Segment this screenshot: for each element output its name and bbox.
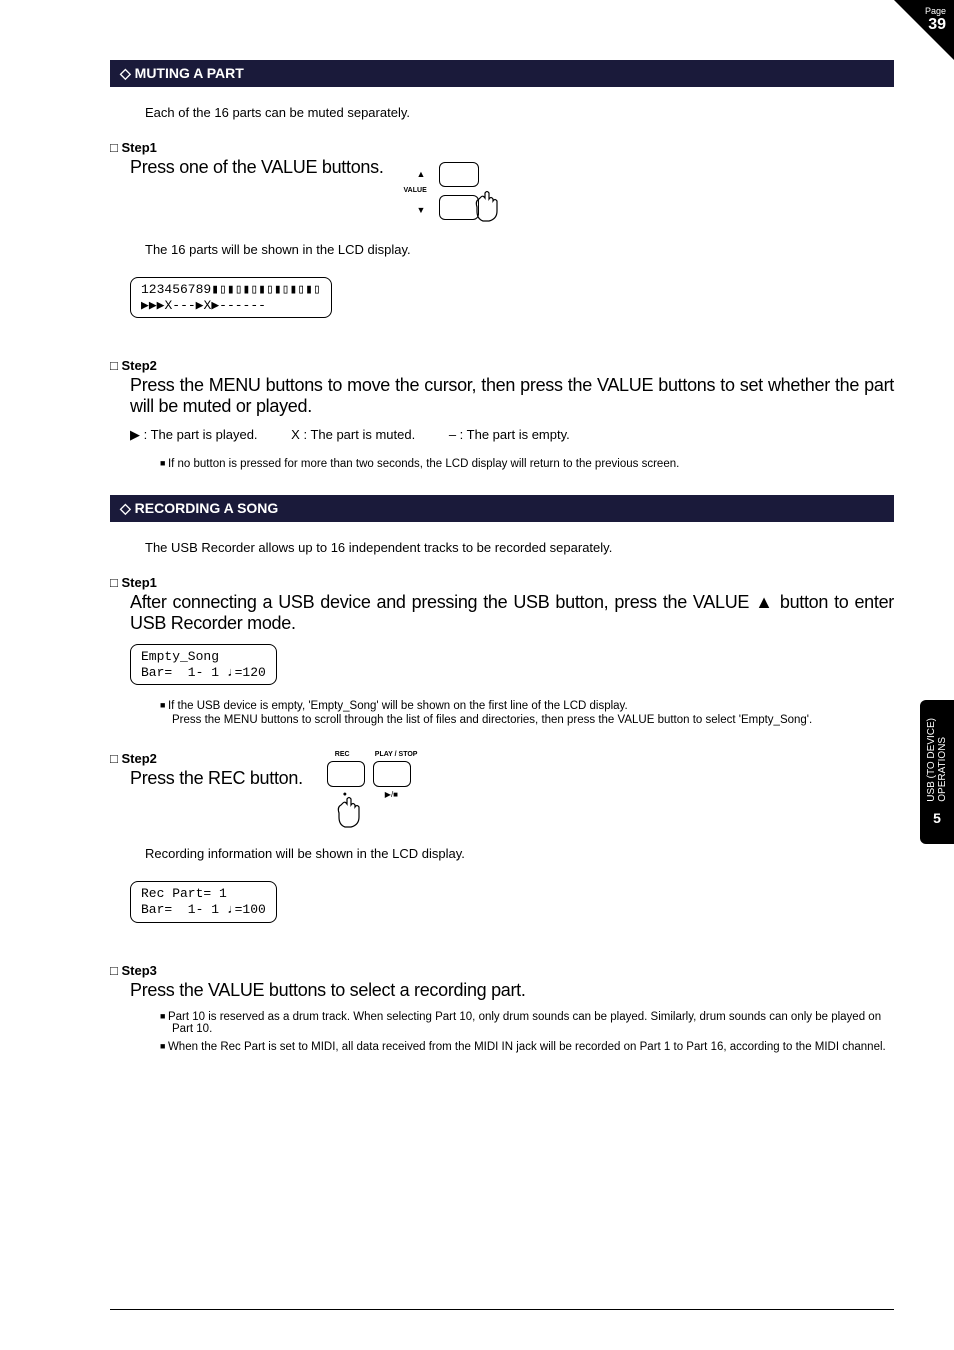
recording-step1: Step1 After connecting a USB device and … bbox=[110, 575, 894, 726]
step2-after: Recording information will be shown in t… bbox=[145, 846, 894, 861]
lcd-display: Empty_Song Bar= 1- 1 ♩=120 bbox=[130, 644, 277, 685]
recording-step2: Step2 Press the REC button. REC PLAY / S… bbox=[110, 751, 894, 937]
step-instruction: Press the MENU buttons to move the curso… bbox=[130, 375, 894, 417]
step-label: Step3 bbox=[110, 963, 894, 978]
step2-note: If no button is pressed for more than tw… bbox=[160, 458, 894, 470]
step1-after: The 16 parts will be shown in the LCD di… bbox=[145, 242, 894, 257]
hand-icon bbox=[331, 793, 371, 838]
lcd-display: 123456789▮▯▮▯▮▯▮▯▮▯▮▯▮▯ ▶▶▶X---▶X▶------ bbox=[130, 277, 332, 318]
rec-button-icon bbox=[327, 761, 365, 787]
section-muting-header: MUTING A PART bbox=[110, 60, 894, 87]
play-symbol-icon: ▶/■ bbox=[385, 790, 398, 799]
legend-play: ▶ : The part is played. bbox=[130, 427, 258, 442]
step-label: Step2 bbox=[110, 751, 303, 766]
muting-step1: Step1 Press one of the VALUE buttons. ▲ … bbox=[110, 140, 894, 333]
page-number-label: Page 39 bbox=[925, 6, 946, 34]
lcd-display: Rec Part= 1 Bar= 1- 1 ♩=100 bbox=[130, 881, 277, 922]
step1-note: If the USB device is empty, 'Empty_Song'… bbox=[160, 700, 894, 712]
step-label: Step1 bbox=[110, 140, 894, 155]
section-recording-title: RECORDING A SONG bbox=[135, 500, 279, 516]
value-up-button bbox=[439, 162, 479, 187]
step-instruction: Press one of the VALUE buttons. bbox=[130, 157, 384, 178]
side-tab-line2: OPERATIONS bbox=[937, 737, 948, 802]
play-label: PLAY / STOP bbox=[375, 751, 418, 758]
step-instruction: Press the VALUE buttons to select a reco… bbox=[130, 980, 894, 1001]
step-label: Step1 bbox=[110, 575, 894, 590]
step3-note2: When the Rec Part is set to MIDI, all da… bbox=[160, 1041, 894, 1053]
recording-step3: Step3 Press the VALUE buttons to select … bbox=[110, 963, 894, 1053]
rec-label: REC bbox=[335, 751, 350, 758]
section-muting-title: MUTING A PART bbox=[135, 65, 244, 81]
play-button-icon bbox=[373, 761, 411, 787]
step-instruction: Press the REC button. bbox=[130, 768, 303, 789]
legend-mute: X : The part is muted. bbox=[291, 427, 415, 442]
recording-intro: The USB Recorder allows up to 16 indepen… bbox=[145, 540, 894, 555]
section-recording-header: RECORDING A SONG bbox=[110, 495, 894, 522]
value-label: VALUE bbox=[404, 187, 427, 194]
page-word: Page bbox=[925, 6, 946, 16]
step3-note1: Part 10 is reserved as a drum track. Whe… bbox=[160, 1011, 894, 1035]
side-tab-line1: USB (TO DEVICE) bbox=[926, 718, 937, 802]
side-tab-chapter: 5 bbox=[926, 810, 948, 826]
step1-note-sub: Press the MENU buttons to scroll through… bbox=[172, 714, 894, 726]
rec-buttons-diagram: REC PLAY / STOP ● ▶/■ bbox=[323, 751, 463, 831]
arrow-down-icon: ▼ bbox=[417, 205, 426, 215]
value-buttons-diagram: ▲ VALUE ▼ bbox=[404, 157, 524, 227]
page-content: MUTING A PART Each of the 16 parts can b… bbox=[0, 0, 954, 1118]
muting-intro: Each of the 16 parts can be muted separa… bbox=[145, 105, 894, 120]
muting-step2: Step2 Press the MENU buttons to move the… bbox=[110, 358, 894, 470]
legend-empty: – : The part is empty. bbox=[449, 427, 570, 442]
step-instruction: After connecting a USB device and pressi… bbox=[130, 592, 894, 634]
side-tab: USB (TO DEVICE) OPERATIONS 5 bbox=[920, 700, 954, 844]
step-label: Step2 bbox=[110, 358, 894, 373]
hand-icon bbox=[469, 187, 509, 232]
arrow-up-icon: ▲ bbox=[417, 169, 426, 179]
page-number: 39 bbox=[925, 16, 946, 34]
legend-row: ▶ : The part is played. X : The part is … bbox=[130, 427, 894, 443]
bottom-rule bbox=[110, 1309, 894, 1310]
